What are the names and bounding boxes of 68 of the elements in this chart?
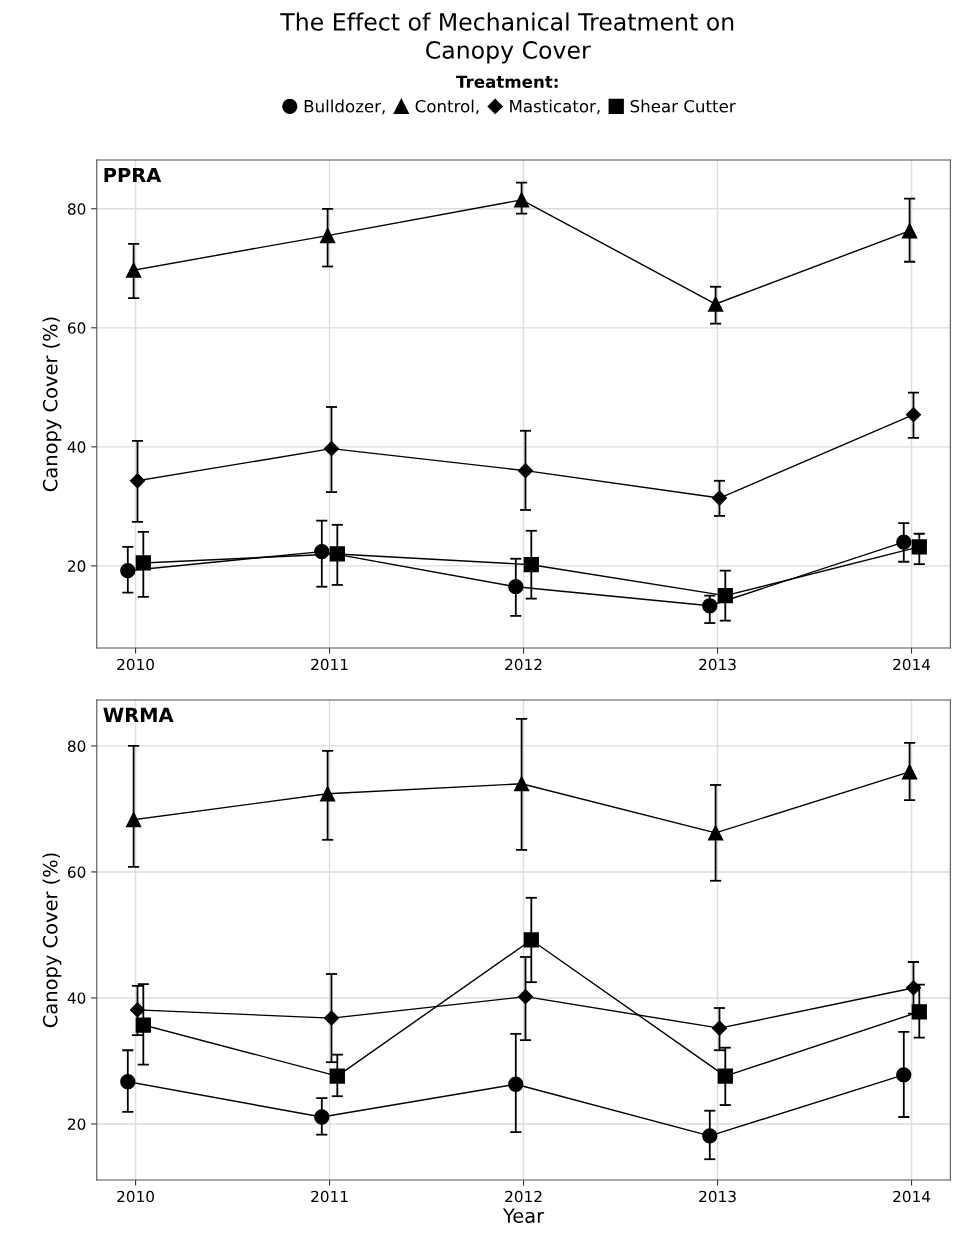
point (513, 776, 530, 792)
point (129, 473, 146, 489)
point (523, 932, 539, 948)
legend-label: Masticator, (510, 99, 600, 115)
annotation: WRMA (103, 707, 174, 722)
x-tick-label: 2010 (117, 1190, 154, 1203)
point (508, 1076, 524, 1092)
point (319, 786, 336, 802)
point (905, 980, 922, 996)
x-tick-label: 2013 (699, 658, 736, 671)
point (125, 262, 142, 278)
point (717, 588, 733, 604)
point (717, 1068, 733, 1084)
y-tick-label: 60 (67, 322, 86, 334)
point (129, 1002, 146, 1018)
y-tick-label: 40 (67, 992, 86, 1004)
legend-label: Bulldozer, (304, 99, 385, 115)
point (702, 598, 718, 614)
y-tick-label: 60 (67, 866, 86, 878)
y-tick-label: 20 (68, 1118, 86, 1130)
chart-title: The Effect of Mechanical Treatment on Canopy Cover (280, 12, 734, 64)
point (711, 1020, 728, 1036)
y-tick-label: 40 (67, 441, 86, 453)
point (329, 546, 345, 562)
legend-label: Control, (415, 99, 479, 115)
point (314, 1109, 330, 1125)
point (896, 1067, 912, 1083)
point (707, 296, 724, 312)
annotation: PPRA (104, 167, 162, 183)
point (901, 764, 918, 780)
x-tick-label: 2012 (505, 658, 542, 671)
point (901, 223, 918, 239)
point (517, 463, 534, 479)
point (896, 534, 912, 550)
x-tick-label: 2014 (893, 658, 931, 671)
point (319, 227, 336, 244)
x-tick-label: 2011 (311, 1190, 348, 1203)
point (323, 441, 340, 457)
x-tick-label: 2012 (505, 1190, 542, 1203)
point (513, 192, 530, 208)
y-axis-title: Canopy Cover (%) (42, 317, 62, 492)
point (120, 563, 136, 579)
y-axis-title: Canopy Cover (%) (42, 853, 62, 1028)
legend-label: Shear Cutter (630, 99, 736, 113)
point (323, 1010, 340, 1026)
point (517, 989, 534, 1005)
x-axis-title: Year (502, 1208, 545, 1224)
x-tick-label: 2011 (311, 658, 348, 671)
x-tick-label: 2013 (699, 1190, 736, 1203)
x-tick-label: 2010 (117, 658, 154, 671)
point (125, 812, 142, 828)
point (135, 555, 151, 571)
x-tick-label: 2014 (893, 1190, 931, 1203)
point (702, 1128, 718, 1144)
y-tick-label: 80 (67, 740, 86, 752)
point (911, 1004, 927, 1020)
point (911, 539, 927, 555)
point (711, 490, 728, 506)
point (523, 557, 539, 573)
point (135, 1017, 151, 1033)
point (508, 579, 524, 595)
y-tick-label: 80 (67, 203, 86, 215)
point (905, 407, 922, 423)
legend-title: Treatment: (456, 75, 558, 89)
point (329, 1068, 345, 1084)
point (120, 1074, 136, 1090)
y-tick-label: 20 (68, 560, 86, 572)
point (707, 825, 724, 841)
